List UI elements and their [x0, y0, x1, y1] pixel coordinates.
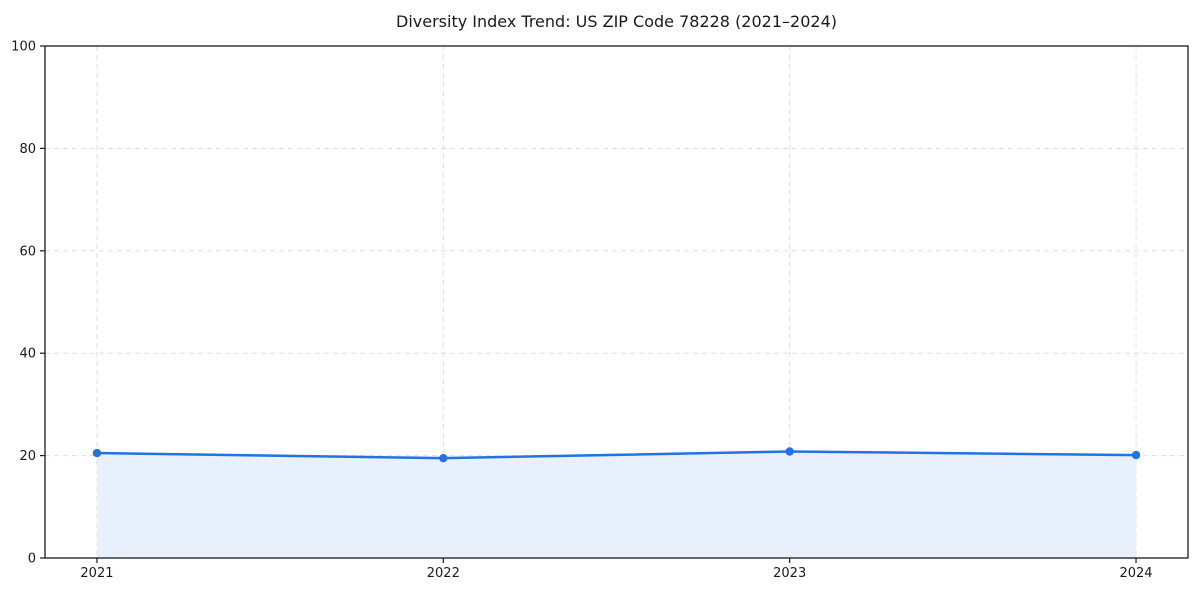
chart-title: Diversity Index Trend: US ZIP Code 78228…	[396, 12, 837, 31]
trend-line	[95, 450, 1138, 460]
area-fill	[96, 451, 1137, 558]
x-tick-label: 2023	[773, 566, 806, 581]
y-tick-label: 60	[19, 244, 36, 259]
y-tick-label: 20	[19, 449, 36, 464]
data-point-marker	[439, 453, 448, 463]
y-tick-label: 80	[19, 142, 36, 157]
data-point-marker	[785, 447, 794, 456]
data-point-marker	[1131, 450, 1141, 460]
y-tick-label: 40	[19, 347, 36, 362]
data-point-marker	[92, 448, 102, 458]
y-tick-label: 100	[11, 40, 36, 55]
x-tick-label: 2021	[80, 566, 113, 581]
plot-border	[44, 45, 1189, 559]
x-tick-label: 2022	[427, 566, 460, 581]
y-tick-label: 0	[28, 552, 36, 567]
x-tick-label: 2024	[1119, 566, 1152, 581]
